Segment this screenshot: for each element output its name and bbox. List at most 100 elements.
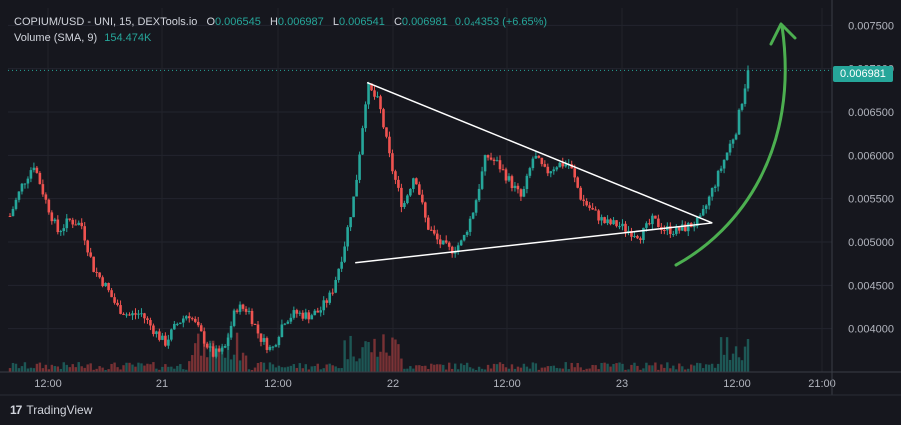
- candle-body: [286, 321, 290, 324]
- candle-body: [397, 179, 400, 188]
- volume-bar: [465, 362, 469, 372]
- candle-body: [149, 320, 152, 326]
- candle-body: [247, 310, 251, 312]
- volume-row: Volume (SMA, 9) 154.474K: [14, 30, 547, 46]
- volume-bar: [424, 365, 427, 372]
- volume-bar: [134, 366, 137, 372]
- candle-body: [618, 226, 621, 228]
- candle-body: [179, 322, 182, 324]
- volume-bar: [301, 368, 305, 372]
- volume-bar: [140, 363, 143, 372]
- candle-body: [519, 189, 523, 197]
- candle-body: [591, 207, 594, 210]
- candle-body: [525, 175, 529, 189]
- volume-bar: [391, 337, 394, 372]
- volume-bar: [95, 368, 98, 372]
- volume-bar: [495, 364, 499, 372]
- volume-bar: [337, 368, 340, 372]
- candle-body: [642, 227, 645, 240]
- candle-body: [376, 96, 379, 98]
- volume-bar: [600, 362, 603, 372]
- close-value: 0.006981: [401, 16, 448, 28]
- volume-bar: [549, 366, 553, 372]
- volume-bar: [669, 368, 672, 372]
- volume-bar: [645, 362, 648, 372]
- candles: [8, 65, 750, 359]
- symbol-label[interactable]: COPIUM/USD - UNI, 15, DEXTools.io: [14, 16, 198, 28]
- volume-bar: [630, 364, 633, 372]
- candle-body: [373, 90, 376, 97]
- volume-bar: [268, 362, 272, 372]
- volume-bar: [107, 369, 110, 372]
- volume-bar: [71, 364, 74, 372]
- volume-bar: [152, 362, 155, 372]
- volume-bar: [588, 368, 591, 372]
- volume-bar: [690, 364, 693, 372]
- candle-body: [636, 235, 639, 239]
- candle-body: [683, 224, 687, 232]
- volume-bar: [286, 366, 290, 372]
- volume-bar: [453, 363, 457, 372]
- triangle-upper-line: [366, 81, 713, 224]
- volume-bar: [319, 369, 322, 372]
- candle-body: [722, 159, 726, 169]
- volume-bar: [451, 368, 454, 372]
- candle-body: [164, 335, 167, 346]
- candle-body: [531, 158, 535, 169]
- volume-bar: [310, 366, 313, 372]
- candle-body: [122, 313, 125, 315]
- volume-bar: [612, 363, 615, 372]
- candle-body: [492, 159, 496, 161]
- candle-body: [522, 188, 526, 197]
- candle-body: [346, 227, 349, 247]
- volume-bar: [701, 368, 705, 372]
- candle-body: [280, 324, 284, 338]
- volume-bar: [651, 365, 654, 372]
- tradingview-brand[interactable]: 17 TradingView: [10, 403, 92, 417]
- candle-body: [170, 329, 173, 340]
- candle-body: [648, 223, 651, 225]
- y-tick-label: 0.004500: [848, 280, 894, 292]
- candle-body: [340, 261, 343, 269]
- volume-bar: [707, 364, 711, 372]
- volume-bar: [642, 368, 645, 372]
- volume-bar: [468, 367, 472, 372]
- volume-bar: [289, 365, 293, 372]
- drawings: [355, 22, 797, 267]
- volume-bar: [725, 337, 729, 372]
- candle-body: [119, 305, 122, 314]
- volume-bar: [528, 368, 532, 372]
- last-price-tag: 0.006981: [833, 66, 893, 82]
- candle-body: [92, 256, 95, 272]
- candle-body: [271, 346, 275, 348]
- candle-body: [501, 169, 505, 171]
- candle-body: [65, 218, 69, 229]
- candle-body: [447, 242, 451, 247]
- candle-body: [385, 127, 388, 137]
- candle-body: [576, 177, 579, 188]
- candle-body: [421, 194, 424, 203]
- candle-body: [543, 164, 547, 167]
- candle-body: [444, 240, 448, 243]
- close-label: C: [393, 16, 402, 28]
- volume-bar: [722, 354, 726, 372]
- candle-body: [173, 323, 176, 330]
- candle-body: [125, 314, 128, 316]
- volume-bar: [531, 362, 535, 372]
- candle-body: [415, 178, 418, 185]
- candle-body: [719, 168, 723, 171]
- candle-body: [59, 231, 63, 233]
- volume-bar: [633, 362, 636, 372]
- candle-body: [651, 215, 654, 225]
- volume-bar: [185, 369, 188, 372]
- y-tick-label: 0.006000: [848, 150, 894, 162]
- candle-body: [552, 169, 556, 172]
- volume-bar: [197, 333, 200, 372]
- volume-bar: [352, 356, 355, 372]
- volume-bar: [116, 367, 119, 372]
- candle-body: [181, 318, 185, 323]
- candle-body: [654, 215, 657, 219]
- volume-label[interactable]: Volume (SMA, 9): [14, 32, 98, 44]
